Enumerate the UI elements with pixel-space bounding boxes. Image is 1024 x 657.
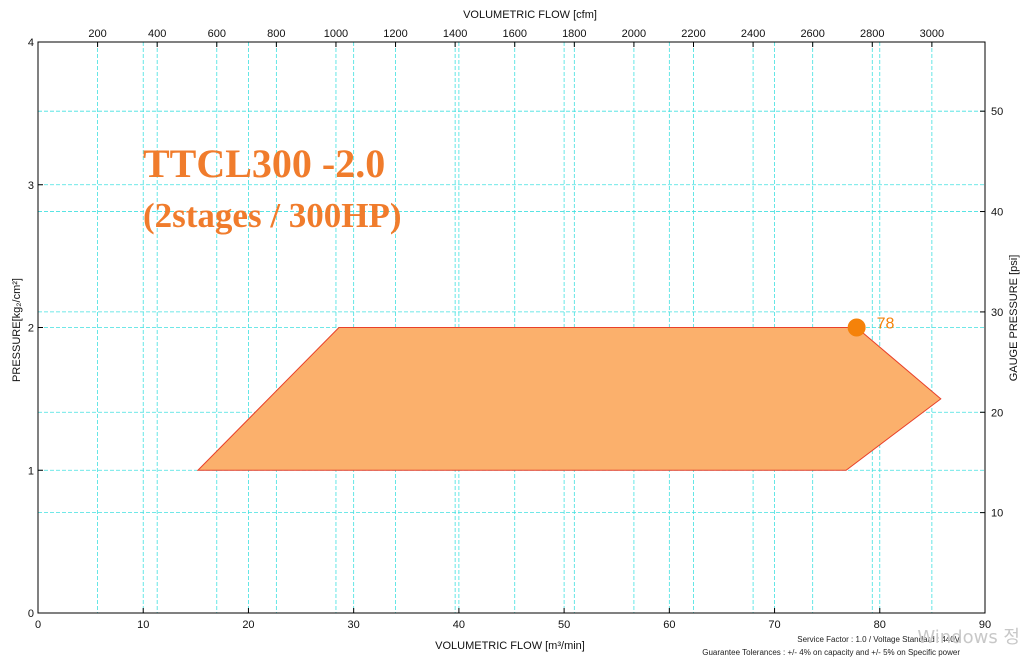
y-tick-label: 1	[28, 465, 34, 477]
x-axis-title-top: VOLUMETRIC FLOW [cfm]	[463, 9, 597, 21]
y-axis-title-right: GAUGE PRESSURE [psi]	[1008, 255, 1020, 382]
top-tick-label: 400	[148, 28, 166, 40]
axis-ticks: 0 10 20 30 40 50 60 70 80 90 0 1 2 3 4 200 400 600 800 1000…	[28, 28, 1003, 631]
design-point-marker	[847, 318, 866, 337]
x-tick-label: 70	[768, 619, 780, 631]
x-axis-title-bottom: VOLUMETRIC FLOW [m³/min]	[435, 640, 585, 652]
top-tick-label: 2200	[681, 28, 705, 40]
x-tick-label: 60	[663, 619, 675, 631]
top-tick-label: 2800	[860, 28, 884, 40]
chart-title: TTCL300 -2.0	[143, 141, 385, 186]
y-axis-title-left: PRESSURE[kg₂/cm²]	[11, 278, 23, 382]
y-tick-label: 4	[28, 37, 34, 49]
service-factor-note: Service Factor : 1.0 / Voltage Standard …	[797, 635, 960, 644]
right-tick-label: 10	[991, 508, 1003, 520]
top-tick-label: 1200	[383, 28, 407, 40]
tolerance-note: Guarantee Tolerances : +/- 4% on capacit…	[702, 648, 960, 657]
x-tick-label: 50	[558, 619, 570, 631]
right-tick-label: 40	[991, 207, 1003, 219]
top-tick-label: 1000	[324, 28, 348, 40]
y-tick-label: 2	[28, 323, 34, 335]
watermark: Windows 정	[917, 627, 1020, 648]
operating-range-polygon	[196, 327, 942, 471]
x-tick-label: 10	[137, 619, 149, 631]
x-tick-label: 30	[348, 619, 360, 631]
y-tick-label: 3	[28, 180, 34, 192]
chart-subtitle: (2stages / 300HP)	[143, 196, 402, 235]
top-tick-label: 1800	[562, 28, 586, 40]
top-tick-label: 3000	[920, 28, 944, 40]
design-point-label: 78	[877, 316, 895, 333]
top-tick-label: 800	[267, 28, 285, 40]
top-tick-label: 2400	[741, 28, 765, 40]
top-tick-label: 2000	[622, 28, 646, 40]
top-tick-label: 2600	[800, 28, 824, 40]
top-tick-label: 600	[208, 28, 226, 40]
right-tick-label: 30	[991, 307, 1003, 319]
x-tick-label: 0	[35, 619, 41, 631]
top-tick-label: 1400	[443, 28, 467, 40]
x-tick-label: 20	[242, 619, 254, 631]
top-tick-label: 200	[88, 28, 106, 40]
top-tick-label: 1600	[502, 28, 526, 40]
operating-region: 78	[196, 316, 942, 471]
x-tick-label: 80	[874, 619, 886, 631]
right-tick-label: 50	[991, 106, 1003, 118]
y-tick-label: 0	[28, 608, 34, 620]
x-tick-label: 40	[453, 619, 465, 631]
right-tick-label: 20	[991, 407, 1003, 419]
x-tick-label: 90	[979, 619, 991, 631]
